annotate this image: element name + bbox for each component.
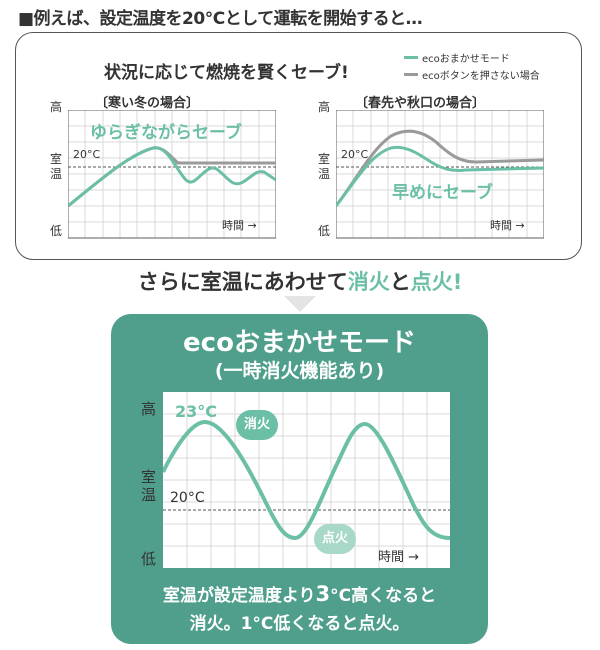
intro-text: ■例えば、設定温度を20°Cとして運転を開始すると… [18,9,423,29]
right-ref-temp: 20°C [341,148,369,161]
legend-eco-swatch [404,56,418,59]
left-callout: ゆらぎながらセーブ [90,123,242,143]
eco-axis-room: 室 [141,468,157,486]
eco-mode-description: 室温が設定温度より3°C高くなると 消火。1°C低くなると点火。 [111,580,488,638]
eco-description-line1-c: °C高くなると [330,586,437,606]
middle-heading-part1: さらに室温にあわせて [137,270,348,294]
middle-heading-exclaim: ! [452,270,463,294]
extinguish-bubble: 消火 [236,410,278,440]
eco-peak-temp: 23°C [175,402,218,421]
right-axis-temp: 温 [318,167,331,181]
down-pointer-icon [284,296,316,312]
left-graph-title: 〔寒い冬の場合〕 [95,96,200,111]
eco-time-label: 時間 → [378,550,420,565]
left-axis-room: 室 [50,152,63,166]
ignite-bubble: 点火 [314,524,356,554]
eco-ref-temp: 20°C [170,490,205,506]
eco-axis-low: 低 [141,550,157,568]
left-ref-temp: 20°C [73,148,101,161]
middle-heading-and: と [389,270,411,294]
eco-description-line2: 消火。1°C低くなると点火。 [189,614,410,634]
right-axis-low: 低 [318,224,331,238]
eco-mode-graph [163,392,450,568]
legend-eco: ecoおまかせモード [404,50,510,65]
legend-eco-label: ecoおまかせモード [422,54,510,65]
right-graph-title: 〔春先や秋口の場合〕 [355,96,486,111]
middle-heading-ignite: 点火 [410,270,453,294]
left-winter-graph [68,110,276,239]
eco-description-line1-a: 室温が設定温度より [162,586,316,606]
legend-normal-swatch [404,73,418,76]
eco-axis-temp: 温 [141,486,157,504]
right-spring-graph [336,110,544,239]
eco-description-line1: 室温が設定温度より3°C高くなると [111,580,488,610]
left-axis-temp: 温 [50,167,63,181]
eco-mode-title: ecoおまかせモード [183,328,416,358]
left-axis-high: 高 [50,100,63,114]
left-time-label: 時間 → [222,219,257,232]
middle-heading: さらに室温にあわせて消火と点火! [0,266,600,296]
eco-axis-high: 高 [141,400,157,418]
middle-heading-extinguish: 消火 [347,270,390,294]
eco-description-threshold: 3 [315,582,331,606]
legend-normal-label: ecoボタンを押さない場合 [422,71,540,82]
right-callout: 早めにセーブ [392,183,493,203]
right-time-label: 時間 → [490,219,525,232]
right-axis-room: 室 [318,152,331,166]
left-axis-low: 低 [50,224,63,238]
eco-mode-subtitle: (一時消火機能あり) [214,360,385,382]
legend-normal: ecoボタンを押さない場合 [404,67,540,82]
right-axis-high: 高 [318,100,331,114]
comparison-heading: 状況に応じて燃焼を賢くセーブ! [104,63,349,83]
